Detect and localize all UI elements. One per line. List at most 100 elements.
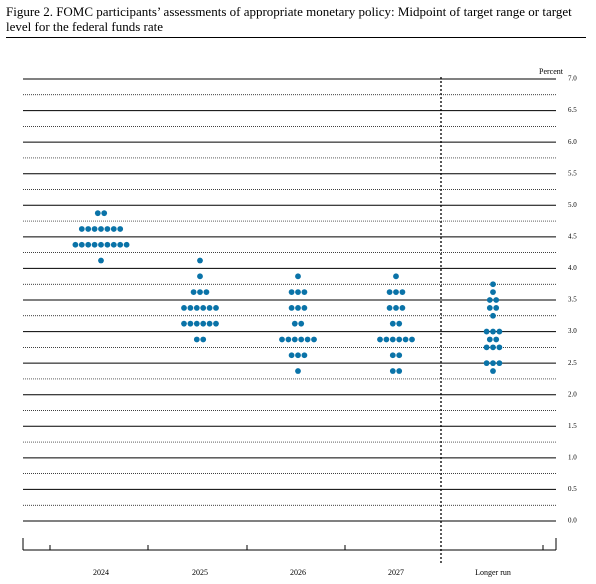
dot [389,320,396,327]
dot [291,336,298,343]
y-tick-label: 0.0 [568,517,577,525]
dot-row [389,352,403,359]
dot [490,360,496,367]
dot [396,352,403,359]
dot [181,304,187,311]
dot [298,336,305,343]
dot [187,320,194,327]
dot [402,336,409,343]
dot-row [295,368,301,374]
dot-row [190,289,210,296]
dot-row [490,289,496,296]
dot-row [483,344,503,351]
dot [295,289,301,296]
dot [193,336,200,343]
dot [197,289,203,296]
dot [85,241,92,248]
dot [213,320,219,327]
y-tick-label: 1.0 [568,453,577,461]
dot-row [386,289,406,296]
y-tick-label: 4.0 [568,264,577,272]
dot [483,344,490,351]
dot-row [483,328,503,335]
dot [490,312,496,319]
dot [399,289,406,296]
y-tick-label: 3.5 [568,296,577,304]
dot [200,336,207,343]
y-tick-label: 2.5 [568,359,577,367]
dot [193,304,200,311]
x-tick-label: Longer run [475,568,511,577]
dot [386,289,393,296]
dot [377,336,383,343]
dot [123,241,130,248]
dot [203,289,210,296]
dot [72,241,79,248]
y-tick-label: 0.5 [568,485,577,493]
dot-row [486,336,500,343]
y-tick-label: 6.5 [568,106,577,114]
y-tick-label: 5.0 [568,201,577,209]
y-tick-label: 1.5 [568,422,577,430]
dot [295,273,301,280]
x-tick-label: 2027 [388,568,404,577]
dot-row [490,312,496,319]
dot-row [197,273,203,280]
dot [200,304,207,311]
dot-row [490,281,496,288]
dot-row [386,304,406,311]
dot [91,241,98,248]
dot [85,226,92,232]
chart-title: Figure 2. FOMC participants’ assessments… [6,4,586,38]
dot [301,289,308,296]
dot [117,226,124,232]
y-tick-label: 6.0 [568,138,577,146]
dot-row [486,297,500,303]
dot [98,241,104,248]
dot [110,226,117,232]
dot [493,304,500,311]
dot-row [197,257,203,264]
y-tick-label: 5.5 [568,169,577,177]
dot-row [291,320,305,327]
dot [311,336,317,343]
dot [490,328,496,335]
dot-row [483,360,503,367]
dot [386,304,393,311]
dot-row [389,368,403,374]
dot [78,241,85,248]
dot [396,320,403,327]
dot [490,344,496,351]
dot-row [389,320,403,327]
dot [295,368,301,374]
dot [396,336,403,343]
dot [298,320,305,327]
dot-row [288,352,308,359]
dot [496,360,503,367]
dot [181,320,187,327]
dot-row [181,320,219,327]
dot [187,304,194,311]
dot [396,368,403,374]
dot-row [279,336,317,343]
dot [193,320,200,327]
dot [490,368,496,374]
dot [117,241,124,248]
dot-row [295,273,301,280]
dot [291,320,298,327]
dot [304,336,311,343]
dot-row [486,304,500,311]
dot [101,210,108,217]
dot [493,297,500,303]
dot [490,289,496,296]
dot [295,304,301,311]
y-axis-unit: Percent [539,67,564,76]
dot [301,304,308,311]
dot [486,297,493,303]
dot [104,226,111,232]
dot [295,352,301,359]
dot [389,336,396,343]
dot [91,226,98,232]
dot [98,257,104,264]
